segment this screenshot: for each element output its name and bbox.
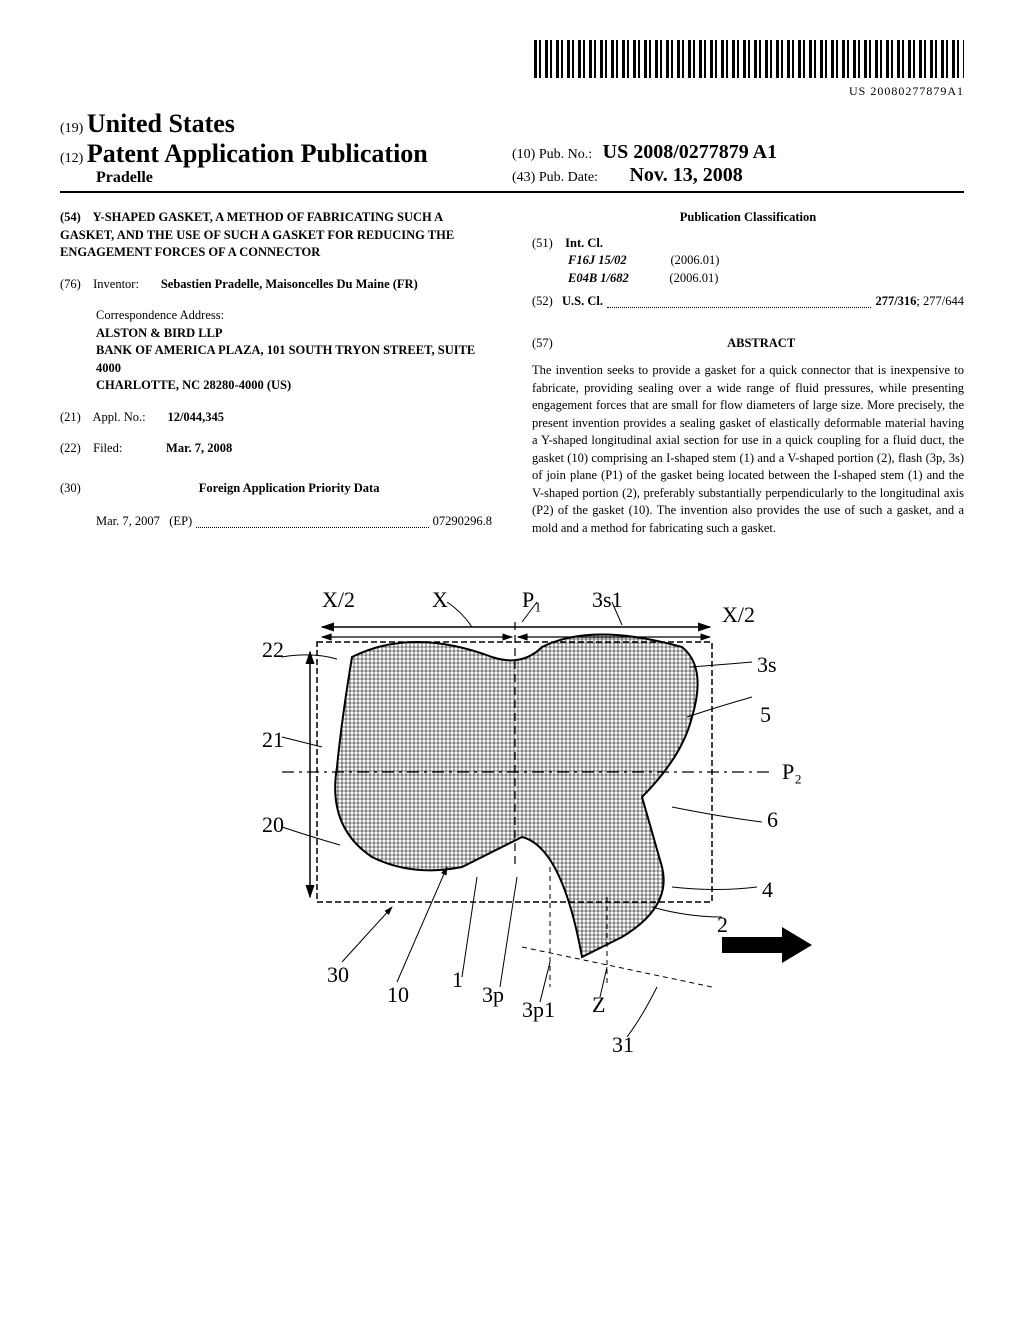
pubdate-code: (43) (512, 170, 535, 185)
country-line: (19) United States (60, 109, 512, 139)
filed-label: Filed: (93, 441, 122, 455)
abstract-head: ABSTRACT (565, 335, 957, 353)
appl-label: Appl. No.: (92, 410, 145, 424)
uscl-main: 277/316 (875, 293, 916, 311)
intcl-code: (51) (532, 235, 562, 253)
intcl-label: Int. Cl. (565, 236, 603, 250)
fig-label-2: 2 (717, 912, 728, 937)
fig-label-3p: 3p (482, 982, 504, 1007)
foreign-priority: (30) Foreign Application Priority Data (60, 472, 492, 506)
abstract-code: (57) (532, 335, 562, 353)
corr-line-3: CHARLOTTE, NC 28280-4000 (US) (96, 378, 291, 392)
foreign-code: (30) (60, 480, 90, 498)
title-block: (54) Y-SHAPED GASKET, A METHOD OF FABRIC… (60, 209, 492, 262)
pubno-line: (10) Pub. No.: US 2008/0277879 A1 (512, 141, 964, 164)
fig-label-22: 22 (262, 637, 284, 662)
fig-label-X2-left: X/2 (322, 587, 355, 612)
appl-row: (21) Appl. No.: 12/044,345 (60, 409, 492, 427)
inventor-surname: Pradelle (60, 169, 512, 187)
foreign-head: Foreign Application Priority Data (93, 480, 485, 498)
appl-code: (21) (60, 409, 90, 427)
intcl-1: F16J 15/02 (568, 253, 627, 267)
foreign-date: Mar. 7, 2007 (96, 513, 160, 531)
barcode (534, 40, 964, 78)
fig-label-4: 4 (762, 877, 773, 902)
figure: X/2 X P₁ 3s1 X/2 22 3s 21 5 P₂ 20 6 4 2 … (60, 567, 964, 1091)
inventor-code: (76) (60, 276, 90, 294)
fig-label-3s1: 3s1 (592, 587, 623, 612)
intcl-block: (51) Int. Cl. F16J 15/02 (2006.01) E04B … (532, 235, 964, 288)
pub-code: (12) (60, 151, 83, 166)
left-column: (54) Y-SHAPED GASKET, A METHOD OF FABRIC… (60, 209, 492, 537)
filed-date: Mar. 7, 2008 (166, 441, 232, 455)
header: (19) United States (12) Patent Applicati… (60, 109, 964, 193)
foreign-data-row: Mar. 7, 2007 (EP) 07290296.8 (60, 513, 492, 531)
pubdate-line: (43) Pub. Date: Nov. 13, 2008 (512, 164, 964, 187)
intcl-1-ver: (2006.01) (670, 253, 719, 267)
pubno-label: Pub. No.: (539, 147, 592, 162)
appl-no: 12/044,345 (167, 410, 224, 424)
patent-title: Y-SHAPED GASKET, A METHOD OF FABRICATING… (60, 210, 454, 259)
fig-label-P2: P₂ (782, 759, 802, 784)
inventor-label: Inventor: (93, 277, 139, 291)
pubdate: Nov. 13, 2008 (629, 164, 742, 186)
intcl-2: E04B 1/682 (568, 271, 629, 285)
inventor-full: Sebastien Pradelle, Maisoncelles Du Main… (161, 277, 418, 291)
filed-code: (22) (60, 440, 90, 458)
fig-label-10: 10 (387, 982, 409, 1007)
publication-type-line: (12) Patent Application Publication (60, 139, 512, 169)
filed-row: (22) Filed: Mar. 7, 2008 (60, 440, 492, 458)
foreign-country: (EP) (169, 513, 192, 531)
fig-label-X: X (432, 587, 448, 612)
foreign-no: 07290296.8 (433, 513, 492, 531)
fig-label-31: 31 (612, 1032, 634, 1057)
country-code: (19) (60, 121, 83, 136)
fig-label-Z: Z (592, 992, 605, 1017)
pubno: US 2008/0277879 A1 (603, 141, 777, 163)
barcode-region: US 20080277879A1 (60, 40, 964, 99)
fig-label-5: 5 (760, 702, 771, 727)
fig-label-20: 20 (262, 812, 284, 837)
corr-line-1: ALSTON & BIRD LLP (96, 326, 223, 340)
patent-figure-svg: X/2 X P₁ 3s1 X/2 22 3s 21 5 P₂ 20 6 4 2 … (162, 567, 862, 1087)
pub-type: Patent Application Publication (87, 139, 428, 168)
fig-label-6: 6 (767, 807, 778, 832)
intcl-2-ver: (2006.01) (669, 271, 718, 285)
fig-label-1: 1 (452, 967, 463, 992)
pubno-code: (10) (512, 147, 535, 162)
fig-label-3p1: 3p1 (522, 997, 555, 1022)
corr-label: Correspondence Address: (96, 307, 492, 325)
correspondence-address: Correspondence Address: ALSTON & BIRD LL… (60, 307, 492, 395)
country: United States (87, 109, 235, 138)
uscl-other: ; 277/644 (916, 293, 964, 311)
fig-label-X2-right: X/2 (722, 602, 755, 627)
fig-label-21: 21 (262, 727, 284, 752)
fig-label-3s: 3s (757, 652, 777, 677)
abstract-block: (57) ABSTRACT (532, 325, 964, 363)
barcode-number: US 20080277879A1 (60, 84, 964, 99)
right-column: Publication Classification (51) Int. Cl.… (532, 209, 964, 537)
title-code: (54) (60, 209, 90, 227)
inventor-row: (76) Inventor: Sebastien Pradelle, Maiso… (60, 276, 492, 294)
fig-label-30: 30 (327, 962, 349, 987)
abstract-text: The invention seeks to provide a gasket … (532, 362, 964, 537)
uscl-row: (52) U.S. Cl. 277/316; 277/644 (532, 293, 964, 311)
pubclass-head: Publication Classification (532, 209, 964, 227)
corr-line-2: BANK OF AMERICA PLAZA, 101 SOUTH TRYON S… (96, 343, 475, 375)
uscl-code: (52) (532, 293, 562, 311)
pubdate-label: Pub. Date: (539, 170, 598, 185)
uscl-label: U.S. Cl. (562, 293, 603, 311)
